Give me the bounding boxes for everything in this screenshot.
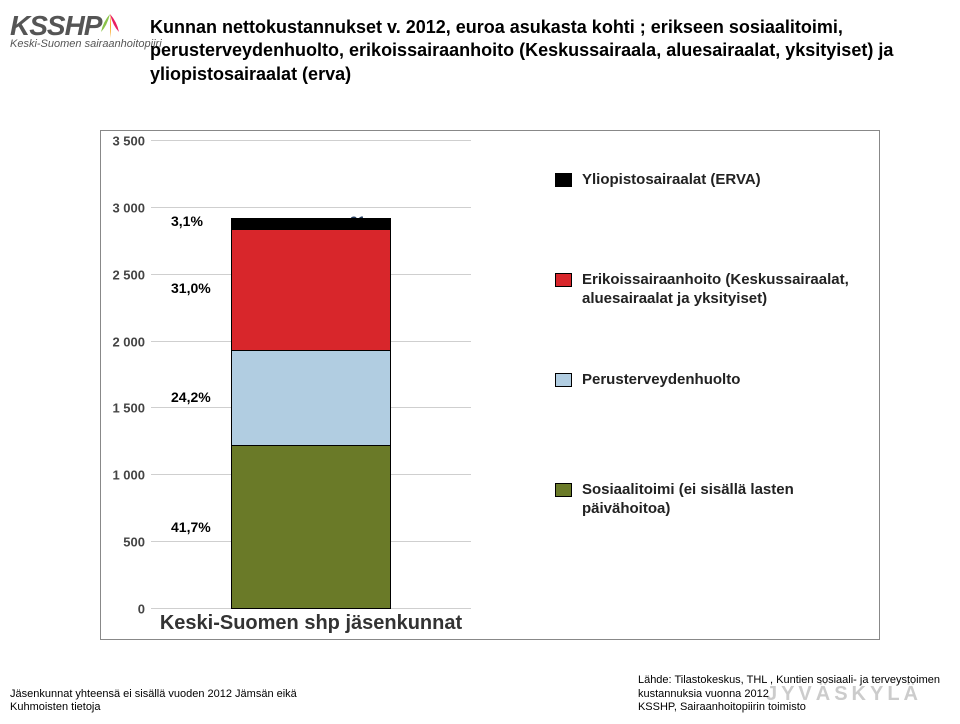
legend-swatch [555, 373, 572, 387]
legend-swatch [555, 273, 572, 287]
bar-stack [231, 219, 391, 609]
footer-right-line3: KSSHP, Sairaanhoitopiirin toimisto [638, 701, 806, 713]
legend-item: Erikoissairaanhoito (Keskussairaalat, al… [555, 271, 855, 309]
y-tick-label: 500 [123, 535, 145, 550]
legend-item: Perusterveydenhuolto [555, 371, 855, 390]
pct-label-ptv: 24,2% [171, 389, 211, 405]
bar-segment-esh [231, 229, 391, 351]
legend-item: Yliopistosairaalat (ERVA) [555, 171, 855, 190]
page-title: Kunnan nettokustannukset v. 2012, euroa … [150, 16, 900, 86]
pct-label-erva: 3,1% [171, 213, 203, 229]
plot-area: 05001 0001 5002 0002 5003 0003 50041,7%1… [151, 141, 471, 609]
footer-note-right: Lähde: Tilastokeskus, THL , Kuntien sosi… [638, 674, 940, 714]
y-tick-label: 2 500 [112, 267, 145, 282]
footer-left-line2: Kuhmoisten tietoja [10, 701, 101, 713]
bar-segment-sos [231, 445, 391, 609]
bar-segment-ptv [231, 350, 391, 445]
y-tick-label: 3 000 [112, 200, 145, 215]
y-tick-label: 1 500 [112, 401, 145, 416]
logo-icon [95, 12, 125, 42]
legend-label: Yliopistosairaalat (ERVA) [582, 171, 761, 190]
pct-label-sos: 41,7% [171, 519, 211, 535]
legend-label: Sosiaalitoimi (ei sisällä lasten päiväho… [582, 481, 855, 519]
legend-label: Erikoissairaanhoito (Keskussairaalat, al… [582, 271, 855, 309]
legend-label: Perusterveydenhuolto [582, 371, 740, 390]
org-logo: KSSHP Keski-Suomen sairaanhoitopiiri [10, 10, 162, 50]
chart-container: 05001 0001 5002 0002 5003 0003 50041,7%1… [100, 130, 880, 640]
y-tick-label: 0 [138, 602, 145, 617]
footer-right-line1: Lähde: Tilastokeskus, THL , Kuntien sosi… [638, 674, 940, 686]
footer-note-left: Jäsenkunnat yhteensä ei sisällä vuoden 2… [10, 688, 297, 714]
footer-right-line2: kustannuksia vuonna 2012 [638, 688, 769, 700]
pct-label-esh: 31,0% [171, 280, 211, 296]
y-tick-label: 1 000 [112, 468, 145, 483]
grid-line [151, 140, 471, 141]
legend-swatch [555, 483, 572, 497]
y-tick-label: 2 000 [112, 334, 145, 349]
legend-item: Sosiaalitoimi (ei sisällä lasten päiväho… [555, 481, 855, 519]
x-axis-label: Keski-Suomen shp jäsenkunnat [151, 612, 471, 635]
grid-line [151, 207, 471, 208]
legend-swatch [555, 173, 572, 187]
logo-subtext: Keski-Suomen sairaanhoitopiiri [10, 38, 162, 50]
footer-left-line1: Jäsenkunnat yhteensä ei sisällä vuoden 2… [10, 688, 297, 700]
y-tick-label: 3 500 [112, 134, 145, 149]
